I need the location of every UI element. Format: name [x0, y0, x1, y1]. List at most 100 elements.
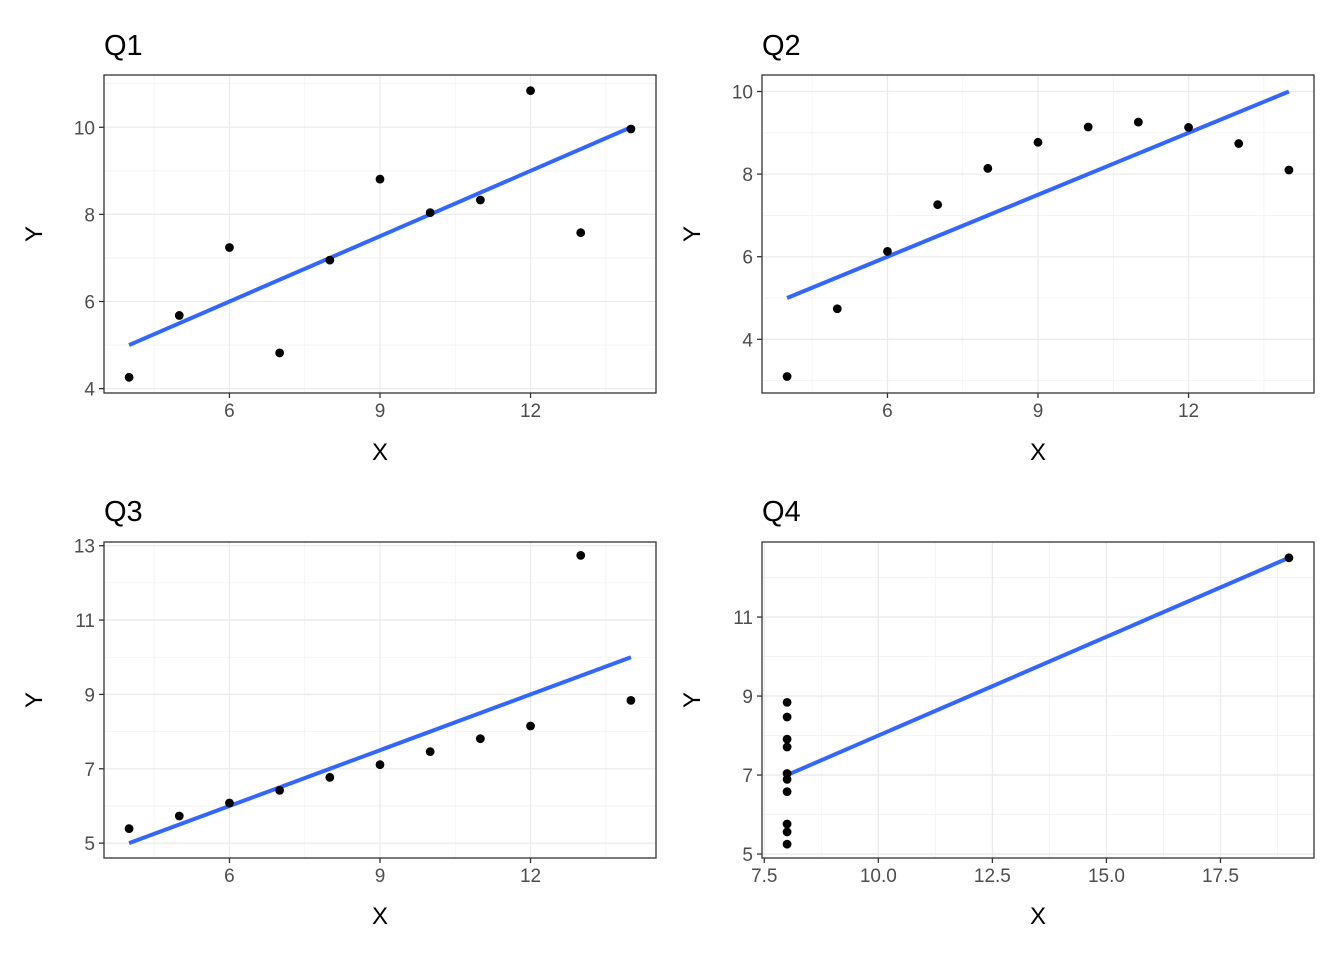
x-tick-label: 17.5	[1202, 866, 1239, 887]
data-points	[124, 86, 636, 382]
x-axis-label: X	[372, 439, 388, 466]
panel-q3: 6 9 12 5 7 9 11 13 Q3 X Y	[21, 496, 657, 930]
y-tick-label: 9	[84, 685, 95, 706]
x-tick-label: 9	[375, 401, 386, 422]
regression-line	[128, 125, 632, 347]
x-axis: 6 9 12	[224, 858, 541, 887]
data-point	[325, 772, 335, 782]
y-tick-label: 5	[84, 834, 95, 855]
data-point	[782, 827, 792, 837]
data-point	[983, 163, 993, 173]
data-point	[475, 195, 485, 205]
x-axis: 6 9 12	[224, 393, 541, 422]
data-point	[782, 372, 792, 381]
x-axis-label: X	[1030, 439, 1046, 466]
x-tick-label: 15.0	[1088, 866, 1125, 887]
data-point	[576, 550, 586, 560]
y-tick-label: 4	[84, 380, 95, 401]
data-point	[1184, 123, 1193, 132]
y-axis-label: Y	[21, 692, 48, 708]
gridlines	[762, 75, 1314, 393]
regression-line	[786, 555, 1290, 777]
y-tick-label: 11	[733, 608, 753, 629]
data-point	[275, 348, 285, 358]
x-tick-label: 10.0	[860, 866, 897, 887]
data-point	[1284, 553, 1294, 563]
y-tick-label: 8	[84, 205, 95, 226]
data-point	[626, 695, 636, 705]
data-point	[225, 798, 234, 808]
data-point	[174, 811, 184, 821]
data-point	[1234, 139, 1244, 148]
x-axis: 6 9 12	[882, 393, 1199, 422]
data-point	[225, 243, 234, 252]
data-points	[782, 117, 1294, 381]
regression-line	[786, 89, 1290, 300]
y-tick-label: 10	[74, 118, 95, 139]
y-tick-label: 5	[742, 845, 753, 866]
x-tick-label: 6	[882, 401, 893, 422]
data-point	[475, 734, 485, 744]
data-point	[526, 86, 535, 96]
data-point	[425, 208, 435, 218]
data-point	[782, 774, 792, 784]
x-tick-label: 12	[1178, 401, 1199, 422]
data-point	[124, 824, 134, 834]
data-point	[526, 721, 535, 731]
data-point	[1033, 137, 1043, 147]
data-point	[782, 742, 792, 752]
data-point	[1133, 117, 1143, 127]
x-axis: 7.5 10.0 12.5 15.0 17.5	[751, 858, 1239, 887]
y-tick-label: 10	[732, 83, 753, 104]
y-axis-label: Y	[679, 692, 706, 708]
regression-line	[128, 655, 632, 846]
data-point	[275, 785, 285, 795]
data-point	[933, 200, 943, 210]
data-point	[124, 372, 134, 382]
data-points	[782, 553, 1294, 849]
plot-border	[761, 541, 1315, 859]
data-point	[782, 734, 792, 744]
x-tick-label: 9	[375, 866, 386, 887]
y-axis: 5 7 9 11 13	[74, 537, 104, 855]
panel-title: Q3	[104, 496, 143, 528]
data-point	[626, 124, 636, 134]
x-tick-label: 6	[224, 401, 235, 422]
plot-background	[762, 542, 1314, 858]
x-tick-label: 9	[1033, 401, 1044, 422]
panel-title: Q4	[762, 496, 801, 528]
y-tick-label: 13	[74, 537, 95, 558]
panel-title: Q1	[104, 30, 143, 62]
data-points	[124, 550, 636, 834]
data-point	[883, 246, 892, 256]
data-point	[425, 747, 435, 757]
data-point	[375, 174, 385, 184]
x-tick-label: 6	[224, 866, 235, 887]
x-axis-label: X	[372, 903, 388, 930]
y-tick-label: 6	[742, 248, 753, 269]
x-axis-label: X	[1030, 903, 1046, 930]
panel-q2: 6 9 12 4 6 8 10 Q2 X Y	[679, 30, 1315, 466]
data-point	[782, 839, 792, 849]
x-tick-label: 12	[520, 866, 541, 887]
data-point	[174, 311, 184, 320]
data-point	[832, 304, 842, 314]
y-axis-label: Y	[679, 226, 706, 242]
data-point	[782, 712, 792, 722]
y-tick-label: 6	[84, 293, 95, 314]
y-tick-label: 7	[742, 766, 753, 787]
gridlines	[762, 542, 1314, 858]
data-point	[576, 228, 586, 238]
x-tick-label: 7.5	[751, 866, 777, 887]
x-tick-label: 12.5	[974, 866, 1011, 887]
y-tick-label: 9	[742, 687, 753, 708]
panel-q4: 7.5 10.0 12.5 15.0 17.5 5 7 9 11 Q4 X Y	[679, 496, 1315, 930]
data-point	[782, 787, 792, 797]
y-axis: 5 7 9 11	[733, 608, 762, 866]
data-point	[325, 255, 335, 265]
data-point	[375, 760, 385, 770]
data-point	[1284, 165, 1294, 175]
data-point	[782, 819, 792, 829]
y-axis-label: Y	[21, 226, 48, 242]
